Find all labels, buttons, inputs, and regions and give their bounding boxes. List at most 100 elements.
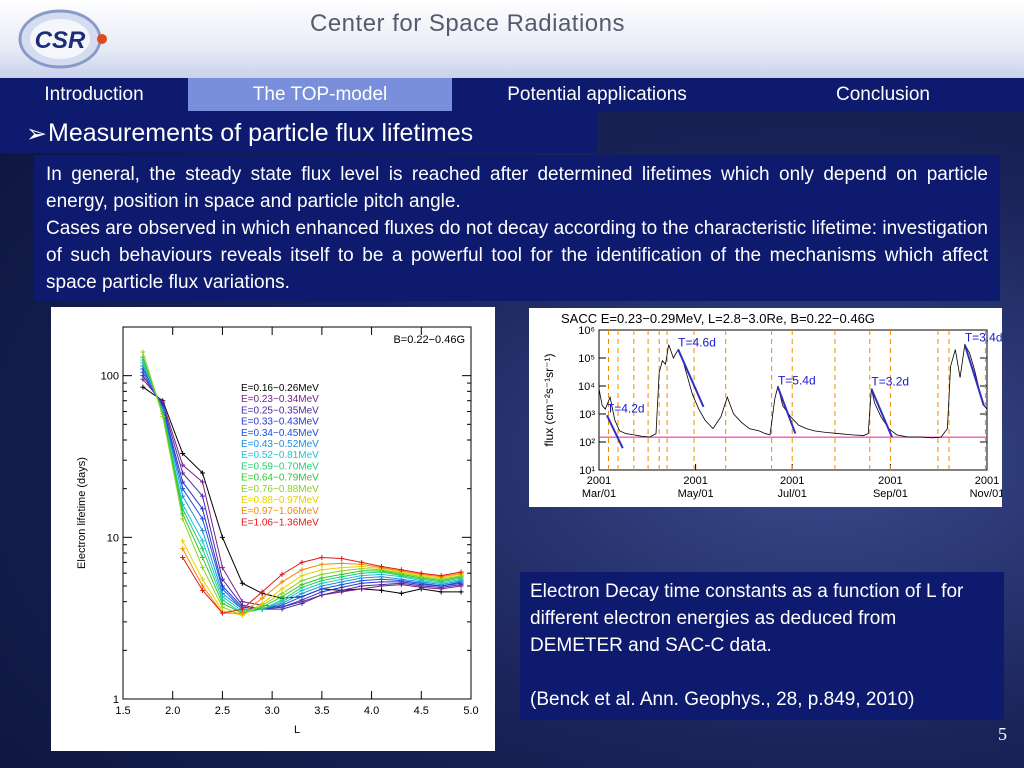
data-point (180, 451, 186, 457)
decay-fit-label: T=5.4d (778, 373, 816, 387)
chart-annotation: B=0.22−0.46G (393, 334, 465, 346)
plot-frame (598, 329, 988, 471)
decay-fit-line (777, 386, 797, 434)
tab-introduction[interactable]: Introduction (44, 84, 144, 105)
data-point (239, 580, 245, 586)
data-point (180, 555, 186, 561)
y-tick-label: 10⁴ (578, 381, 595, 393)
y-axis-label: flux (cm⁻²s⁻¹sr⁻¹) (542, 354, 556, 447)
data-point (339, 555, 345, 561)
data-point (140, 349, 146, 355)
intro-text-box: In general, the steady state flux level … (34, 155, 1000, 301)
data-point (200, 479, 206, 485)
data-point (379, 587, 385, 593)
data-point (180, 546, 186, 552)
data-point (180, 538, 186, 544)
intro-paragraph-1: In general, the steady state flux level … (46, 164, 988, 212)
chart-title: SACC E=0.23−0.29MeV, L=2.8−3.0Re, B=0.22… (561, 311, 875, 326)
legend-entry: E=0.16−0.26MeV (241, 383, 319, 394)
data-point (200, 493, 206, 499)
data-point (180, 462, 186, 468)
flux-chart: SACC E=0.23−0.29MeV, L=2.8−3.0Re, B=0.22… (542, 311, 1004, 500)
decay-fit-line (606, 414, 624, 449)
x-tick-label: 3.5 (314, 705, 329, 717)
legend-entry: E=0.88−0.97MeV (241, 495, 319, 506)
intro-paragraph-2: Cases are observed in which enhanced flu… (46, 218, 988, 293)
decay-fit-label: T=4.6d (678, 336, 716, 350)
data-point (200, 583, 206, 589)
data-point (279, 586, 285, 592)
y-tick-label: 10³ (579, 409, 595, 421)
data-point (259, 595, 265, 601)
x-tick-year: 2001 (780, 475, 804, 487)
x-axis-label: L (294, 724, 300, 736)
lifetime-chart-panel: 1.5 2.0 2.5 3.0 3.5 4.0 4.5 5.0 1 10 100 L Electron … (51, 307, 495, 751)
data-point (299, 559, 305, 565)
data-point (180, 516, 186, 522)
legend-entry: E=0.34−0.45MeV (241, 428, 319, 439)
data-point (279, 579, 285, 585)
flux-line (598, 343, 988, 439)
header-banner: CSR Center for Space Radiations (0, 0, 1024, 78)
data-point (200, 506, 206, 512)
x-tick-year: 2001 (683, 475, 707, 487)
x-tick-label: 1.5 (115, 705, 130, 717)
data-point (319, 567, 325, 573)
caption-box: Electron Decay time constants as a funct… (520, 572, 1004, 720)
x-tick-label: 3.0 (264, 705, 279, 717)
data-point (239, 606, 245, 612)
data-point (200, 576, 206, 582)
plot-frame (122, 326, 472, 700)
decay-fit-label: T=4.2d (607, 401, 645, 415)
data-point (200, 516, 206, 522)
y-tick-label: 10¹ (579, 465, 595, 477)
y-tick-label: 1 (113, 694, 119, 706)
legend-entry: E=0.25−0.35MeV (241, 405, 319, 416)
data-point (279, 571, 285, 577)
x-tick-month: Nov/01 (970, 488, 1002, 500)
x-tick-label: 4.0 (364, 705, 379, 717)
data-point (200, 565, 206, 571)
data-point (200, 528, 206, 534)
csr-logo: CSR (18, 9, 107, 69)
data-point (339, 565, 345, 571)
x-tick-label: 5.0 (463, 705, 478, 717)
decay-fit-label: T=3.4d (965, 331, 1002, 345)
legend-entry: E=0.76−0.88MeV (241, 484, 319, 495)
data-point (140, 369, 146, 375)
data-point (339, 560, 345, 566)
data-point (299, 573, 305, 579)
decay-fit-line (677, 349, 705, 408)
y-tick-label: 10² (579, 437, 595, 449)
data-point (319, 561, 325, 567)
data-point (398, 590, 404, 596)
data-point (200, 587, 206, 593)
data-point (200, 538, 206, 544)
x-tick-label: 4.5 (414, 705, 429, 717)
tab-top-model[interactable]: The TOP-model (188, 78, 452, 111)
x-tick-month: Sep/01 (873, 488, 908, 500)
data-point (219, 565, 225, 571)
data-point (438, 573, 444, 579)
x-tick-year: 2001 (975, 475, 999, 487)
caption-paragraph: Electron Decay time constants as a funct… (530, 581, 964, 656)
decay-fit-label: T=3.2d (871, 375, 909, 389)
x-tick-month: Mar/01 (582, 488, 616, 500)
data-point (319, 571, 325, 577)
decay-fit-line (963, 344, 985, 406)
caption-reference: (Benck et al. Ann. Geophys., 28, p.849, … (530, 689, 915, 710)
data-point (319, 555, 325, 561)
legend-entry: E=0.64−0.79MeV (241, 473, 319, 484)
section-bullet-icon: ➢ (26, 120, 47, 148)
data-point (219, 610, 225, 616)
decay-fit-line (870, 388, 893, 438)
x-tick-year: 2001 (878, 475, 902, 487)
data-point (200, 546, 206, 552)
x-tick-label: 2.0 (165, 705, 180, 717)
data-point (259, 589, 265, 595)
tab-potential-applications[interactable]: Potential applications (507, 84, 687, 105)
data-point (359, 559, 365, 565)
tab-conclusion[interactable]: Conclusion (836, 84, 930, 105)
header-title: Center for Space Radiations (310, 10, 625, 37)
x-tick-year: 2001 (587, 475, 611, 487)
